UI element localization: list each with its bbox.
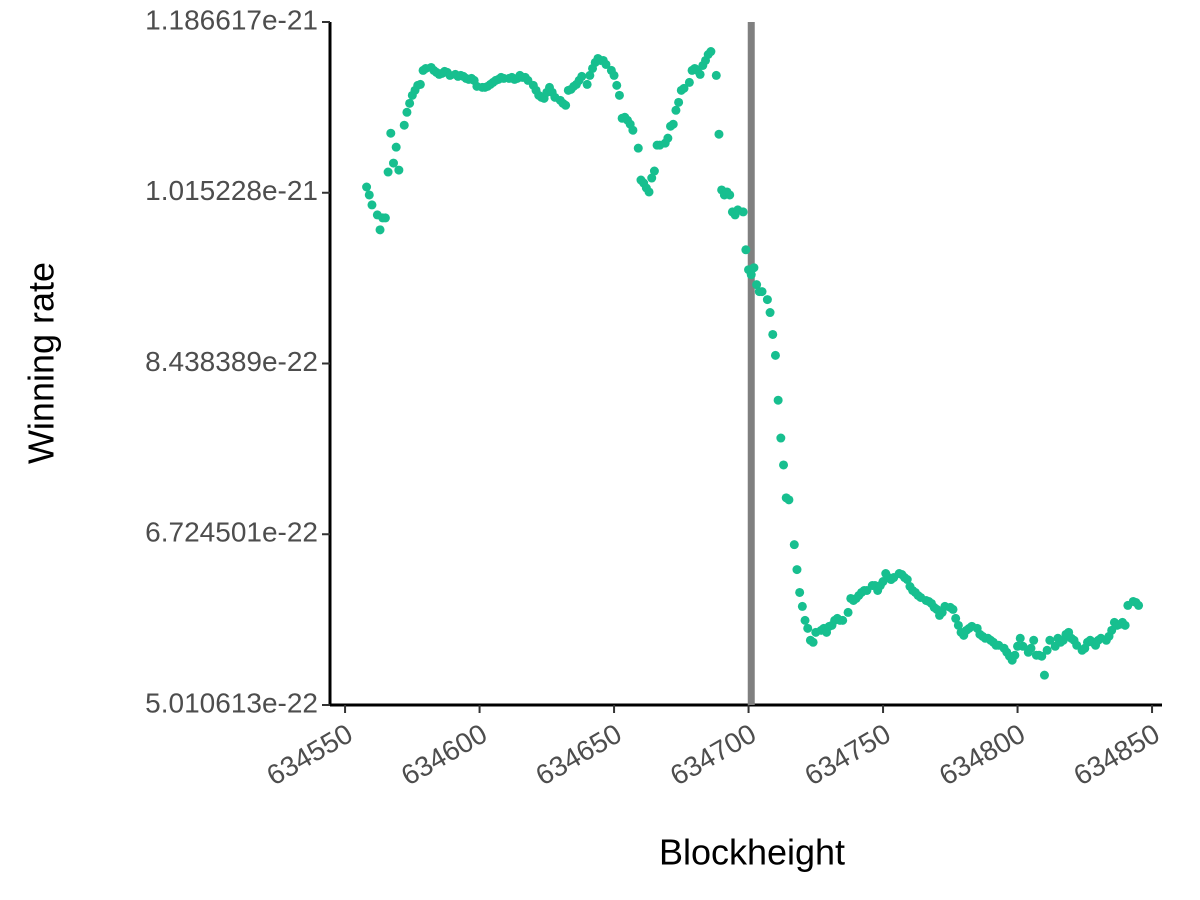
x-tick-label: 634850 xyxy=(1068,718,1164,792)
point xyxy=(741,245,751,255)
point xyxy=(649,166,659,176)
point xyxy=(577,71,587,81)
x-tick-label: 634650 xyxy=(530,718,626,792)
point xyxy=(1134,600,1144,610)
point xyxy=(582,79,592,89)
point xyxy=(738,207,748,217)
point xyxy=(375,225,385,235)
point xyxy=(388,158,398,168)
point xyxy=(1010,650,1020,660)
point xyxy=(380,213,390,223)
point xyxy=(612,80,622,90)
y-axis-title: Winning rate xyxy=(21,262,62,464)
point xyxy=(1120,620,1130,630)
point xyxy=(402,107,412,117)
point xyxy=(948,604,958,614)
point xyxy=(711,70,721,80)
y-tick-label: 1.186617e-21 xyxy=(145,4,318,35)
point xyxy=(843,607,853,617)
point xyxy=(757,287,767,297)
point xyxy=(800,615,810,625)
point xyxy=(725,190,735,200)
point xyxy=(797,601,807,611)
point xyxy=(394,165,404,175)
point xyxy=(679,83,689,93)
y-tick-label: 6.724501e-22 xyxy=(145,517,318,548)
point xyxy=(765,308,775,318)
y-tick-label: 8.438389e-22 xyxy=(145,346,318,377)
point xyxy=(684,77,694,87)
point xyxy=(399,120,409,130)
point xyxy=(714,129,724,139)
point xyxy=(768,329,778,339)
point xyxy=(391,142,401,152)
point xyxy=(609,70,619,80)
point xyxy=(770,350,780,360)
point xyxy=(752,280,762,290)
x-tick-label: 634550 xyxy=(261,718,357,792)
point xyxy=(1029,635,1039,645)
point xyxy=(647,173,657,183)
point xyxy=(362,182,372,192)
point xyxy=(674,97,684,107)
point xyxy=(953,620,963,630)
point xyxy=(1039,670,1049,680)
point xyxy=(614,90,624,100)
point xyxy=(1026,643,1036,653)
point xyxy=(367,200,377,210)
point xyxy=(951,613,961,623)
point xyxy=(706,47,716,57)
point xyxy=(671,105,681,115)
point xyxy=(773,395,783,405)
point xyxy=(585,70,595,80)
point xyxy=(808,637,818,647)
point xyxy=(789,540,799,550)
point xyxy=(792,565,802,575)
point xyxy=(1042,645,1052,655)
x-tick-label: 634600 xyxy=(396,718,492,792)
point xyxy=(628,125,638,135)
point xyxy=(383,167,393,177)
point xyxy=(415,79,425,89)
point xyxy=(803,623,813,633)
point xyxy=(776,433,786,443)
point xyxy=(695,69,705,79)
point xyxy=(601,59,611,69)
x-tick-label: 634750 xyxy=(799,718,895,792)
point xyxy=(633,143,643,153)
point xyxy=(902,575,912,585)
x-axis-title: Blockheight xyxy=(659,832,845,873)
x-tick-label: 634800 xyxy=(934,718,1030,792)
x-tick-label: 634700 xyxy=(665,718,761,792)
point xyxy=(644,187,654,197)
point xyxy=(663,133,673,143)
point xyxy=(795,587,805,597)
point xyxy=(749,263,759,273)
point xyxy=(762,295,772,305)
point xyxy=(838,615,848,625)
point xyxy=(1018,641,1028,651)
point xyxy=(386,128,396,138)
point xyxy=(1045,635,1055,645)
y-tick-label: 5.010613e-22 xyxy=(145,687,318,718)
point xyxy=(1037,651,1047,661)
point xyxy=(746,270,756,280)
point xyxy=(364,190,374,200)
point xyxy=(405,98,415,108)
point xyxy=(668,119,678,129)
point xyxy=(1015,633,1025,643)
point xyxy=(779,460,789,470)
y-tick-label: 1.015228e-21 xyxy=(145,175,318,206)
point xyxy=(784,495,794,505)
point xyxy=(561,100,571,110)
